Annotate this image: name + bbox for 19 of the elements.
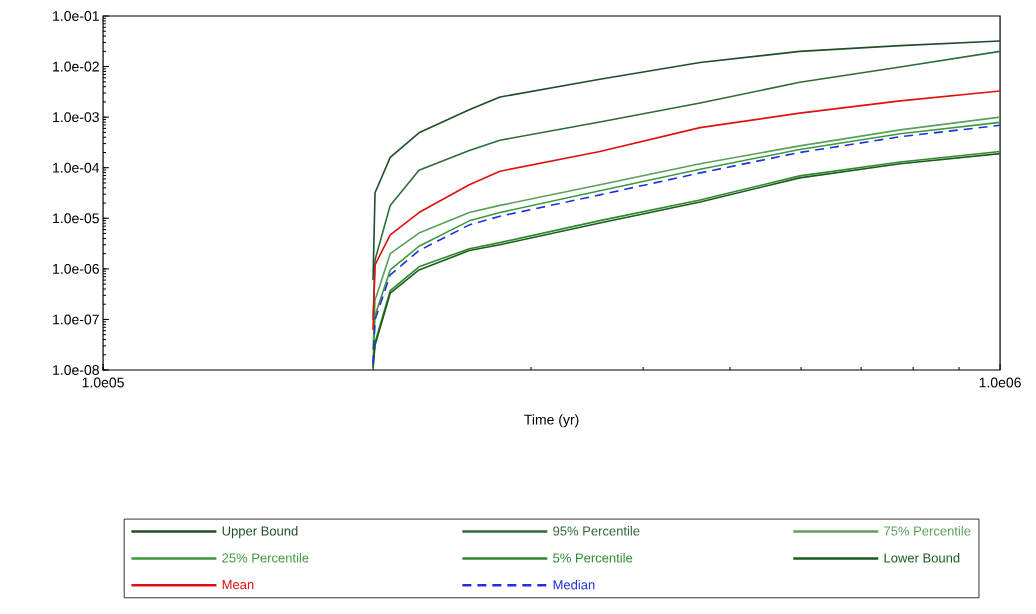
x-axis-title: Time (yr) (524, 414, 579, 428)
text: Upper Bound (222, 526, 298, 539)
text: Lower Bound (884, 552, 960, 563)
text: Median (553, 579, 595, 590)
x-tick-label: 1.0e06 (979, 377, 1021, 388)
text: 95% Percentile (553, 526, 640, 536)
text: 25% Percentile (222, 552, 309, 563)
y-tick-label: 1.0e-01 (53, 11, 99, 21)
y-tick-label: 1.0e-04 (53, 162, 100, 173)
text: 5% Percentile (553, 552, 633, 563)
y-tick-label: 1.0e-02 (53, 61, 99, 72)
text: 75% Percentile (884, 526, 971, 536)
text: Mean (222, 580, 254, 590)
y-tick-label: 1.0e-06 (53, 263, 99, 274)
y-tick-label: 1.0e-05 (53, 213, 99, 224)
y-tick-label: 1.0e-03 (53, 112, 99, 123)
x-tick-label: 1.0e05 (82, 377, 124, 388)
y-tick-label: 1.0e-08 (53, 365, 99, 375)
y-tick-label: 1.0e-07 (53, 314, 99, 325)
